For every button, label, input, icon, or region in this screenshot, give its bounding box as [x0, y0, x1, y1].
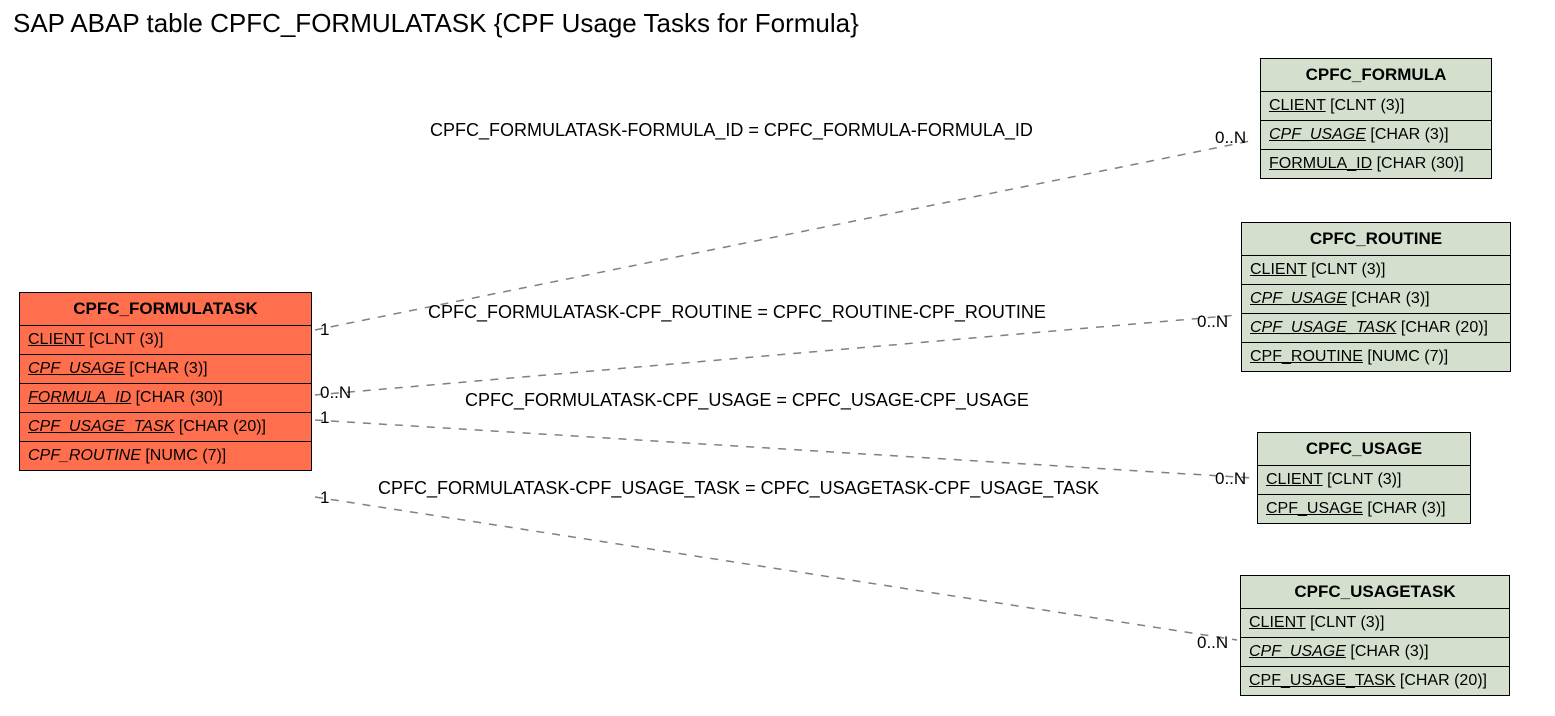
- cardinality: 0..N: [1197, 312, 1228, 332]
- cardinality: 0..N: [1197, 633, 1228, 653]
- cardinality: 0..N: [1215, 128, 1246, 148]
- entity-field: CPF_USAGE_TASK [CHAR (20)]: [1241, 667, 1509, 695]
- entity-field: CLIENT [CLNT (3)]: [20, 326, 311, 355]
- cardinality: 0..N: [1215, 469, 1246, 489]
- relation-label: CPFC_FORMULATASK-CPF_USAGE_TASK = CPFC_U…: [378, 478, 1099, 499]
- entity-field: CPF_USAGE [CHAR (3)]: [1261, 121, 1491, 150]
- entity-field: CPF_USAGE_TASK [CHAR (20)]: [20, 413, 311, 442]
- relation-label: CPFC_FORMULATASK-FORMULA_ID = CPFC_FORMU…: [430, 120, 1033, 141]
- entity-field: CLIENT [CLNT (3)]: [1242, 256, 1510, 285]
- entity-field: CPF_USAGE_TASK [CHAR (20)]: [1242, 314, 1510, 343]
- entity-field: CPF_USAGE [CHAR (3)]: [20, 355, 311, 384]
- entity-field: CPF_ROUTINE [NUMC (7)]: [1242, 343, 1510, 371]
- entity-field: CPF_USAGE [CHAR (3)]: [1241, 638, 1509, 667]
- entity-field: FORMULA_ID [CHAR (30)]: [1261, 150, 1491, 178]
- entity-field: CPF_USAGE [CHAR (3)]: [1258, 495, 1470, 523]
- entity-header: CPFC_USAGETASK: [1241, 576, 1509, 609]
- entity-header: CPFC_FORMULA: [1261, 59, 1491, 92]
- entity-field: CLIENT [CLNT (3)]: [1241, 609, 1509, 638]
- cardinality: 1: [320, 488, 329, 508]
- cardinality: 0..N: [320, 383, 351, 403]
- entity-field: CPF_USAGE [CHAR (3)]: [1242, 285, 1510, 314]
- entity-cpfc-usagetask: CPFC_USAGETASK CLIENT [CLNT (3)] CPF_USA…: [1240, 575, 1510, 696]
- cardinality: 1: [320, 320, 329, 340]
- entity-cpfc-routine: CPFC_ROUTINE CLIENT [CLNT (3)] CPF_USAGE…: [1241, 222, 1511, 372]
- page-title: SAP ABAP table CPFC_FORMULATASK {CPF Usa…: [13, 8, 859, 39]
- entity-header: CPFC_FORMULATASK: [20, 293, 311, 326]
- cardinality: 1: [320, 408, 329, 428]
- entity-cpfc-formula: CPFC_FORMULA CLIENT [CLNT (3)] CPF_USAGE…: [1260, 58, 1492, 179]
- entity-field: CLIENT [CLNT (3)]: [1258, 466, 1470, 495]
- entity-cpfc-formulatask: CPFC_FORMULATASK CLIENT [CLNT (3)] CPF_U…: [19, 292, 312, 471]
- entity-cpfc-usage: CPFC_USAGE CLIENT [CLNT (3)] CPF_USAGE […: [1257, 432, 1471, 524]
- relation-label: CPFC_FORMULATASK-CPF_USAGE = CPFC_USAGE-…: [465, 390, 1029, 411]
- entity-field: FORMULA_ID [CHAR (30)]: [20, 384, 311, 413]
- entity-header: CPFC_ROUTINE: [1242, 223, 1510, 256]
- entity-field: CPF_ROUTINE [NUMC (7)]: [20, 442, 311, 470]
- relation-label: CPFC_FORMULATASK-CPF_ROUTINE = CPFC_ROUT…: [428, 302, 1046, 323]
- entity-header: CPFC_USAGE: [1258, 433, 1470, 466]
- entity-field: CLIENT [CLNT (3)]: [1261, 92, 1491, 121]
